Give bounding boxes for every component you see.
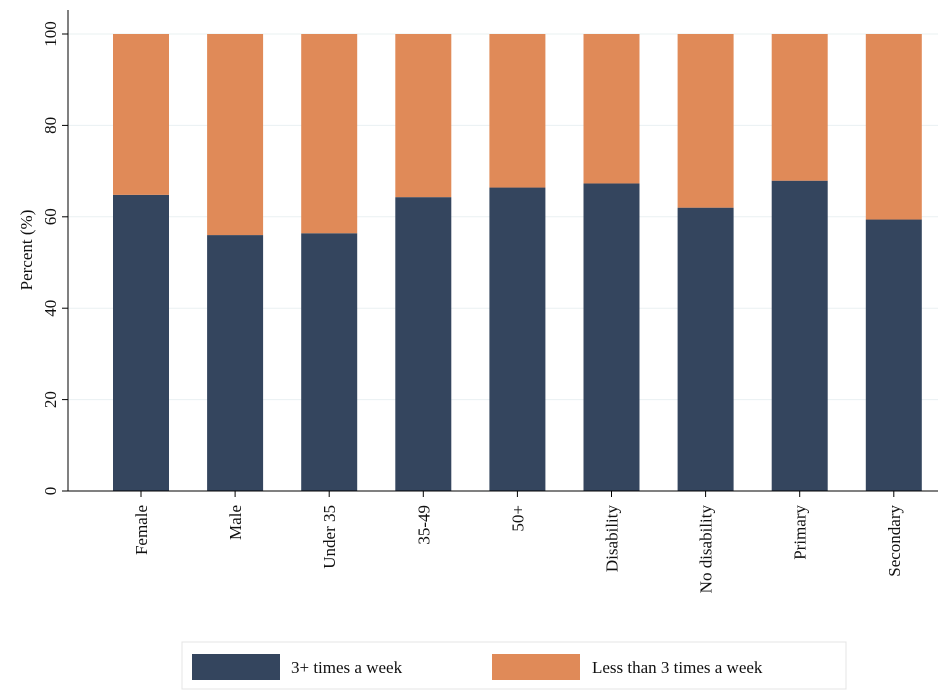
bar-three-plus-8	[865, 219, 922, 492]
x-tick-label: Secondary	[885, 505, 904, 577]
x-tick-label: No disability	[697, 505, 716, 594]
legend-label-series-2: Less than 3 times a week	[592, 658, 763, 677]
y-tick-label: 20	[41, 391, 60, 408]
x-tick-label: 35-49	[414, 505, 433, 545]
x-tick-label: Primary	[791, 505, 810, 560]
x-tick-label: Disability	[603, 505, 622, 573]
y-tick-label: 40	[41, 300, 60, 317]
bar-three-plus-4	[489, 187, 546, 491]
legend-swatch-series-2	[492, 654, 580, 680]
x-tick-label: 50+	[508, 505, 527, 532]
x-ticks: Female Male Under 35 35-49 50+ Disability No d…	[132, 491, 904, 593]
bars	[113, 34, 922, 492]
x-tick-label: Female	[132, 505, 151, 555]
bar-three-plus-6	[677, 207, 734, 491]
legend: 3+ times a week Less than 3 times a week	[181, 641, 847, 690]
bar-three-plus-0	[113, 194, 169, 491]
bar-three-plus-7	[771, 180, 828, 491]
bar-less-than-three-7	[771, 34, 828, 181]
bar-three-plus-2	[301, 233, 358, 491]
bar-less-than-three-8	[865, 34, 922, 220]
bar-less-than-three-2	[301, 34, 358, 234]
y-tick-label: 60	[41, 208, 60, 225]
y-tick-label: 100	[41, 21, 60, 47]
y-tick-label: 80	[41, 117, 60, 134]
bar-three-plus-1	[207, 235, 264, 491]
bar-less-than-three-5	[583, 34, 640, 184]
bar-less-than-three-3	[395, 34, 452, 198]
bar-less-than-three-4	[489, 34, 546, 188]
legend-label-series-1: 3+ times a week	[291, 658, 403, 677]
y-axis-title: Percent (%)	[17, 210, 36, 291]
x-tick-label: Under 35	[320, 505, 339, 569]
y-ticks: 0 20 40 60 80 100	[41, 21, 68, 495]
bar-less-than-three-0	[113, 34, 169, 195]
bar-three-plus-3	[395, 197, 452, 492]
y-tick-label: 0	[41, 487, 60, 496]
legend-swatch-series-1	[192, 654, 280, 680]
axes	[67, 10, 938, 492]
bar-three-plus-5	[583, 183, 640, 491]
x-tick-label: Male	[226, 505, 245, 540]
bar-less-than-three-6	[677, 34, 734, 208]
bar-less-than-three-1	[207, 34, 264, 236]
